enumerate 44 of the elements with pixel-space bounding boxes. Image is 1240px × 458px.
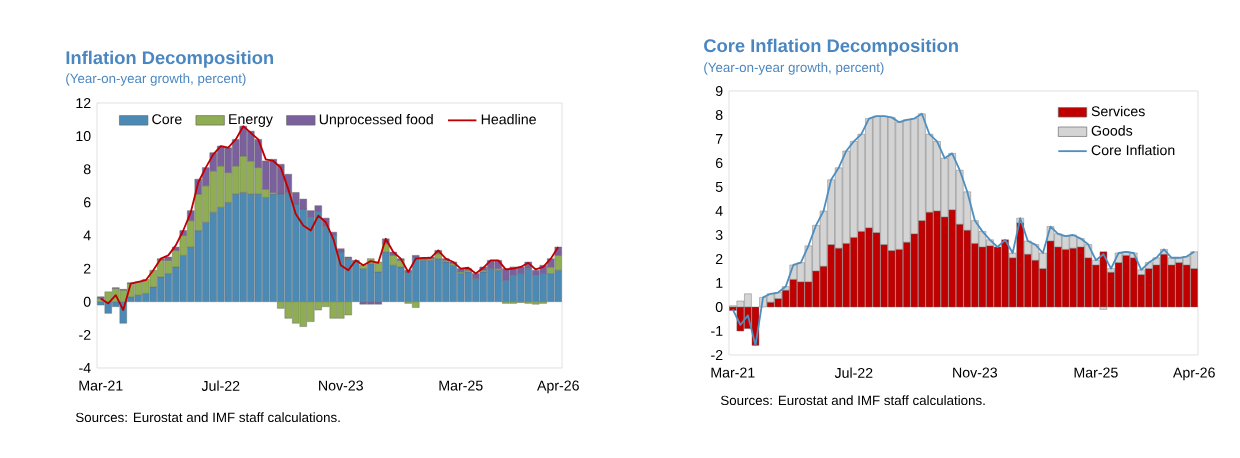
x-tick-label: Nov-23 xyxy=(953,367,998,378)
y-tick-label: 10 xyxy=(76,131,91,142)
y-tick-label: 7 xyxy=(715,134,723,144)
legend-label: Headline xyxy=(481,113,536,125)
chart-subtitle: (Year-on-year growth, percent) xyxy=(704,62,884,75)
legend-label: Goods xyxy=(1091,125,1133,136)
y-tick-label: 0 xyxy=(715,301,723,312)
source-note: Sources: Eurostat and IMF staff calculations. xyxy=(75,412,340,423)
y-tick-label: -2 xyxy=(79,329,91,340)
x-tick-label: Jul-22 xyxy=(201,380,240,391)
y-tick-label: 5 xyxy=(715,182,723,192)
legend-label: Unprocessed food xyxy=(319,113,433,128)
source-note: Sources: Eurostat and IMF staff calculations. xyxy=(720,395,985,406)
y-tick-label: 8 xyxy=(83,164,91,175)
y-tick-label: 9 xyxy=(715,85,723,96)
y-tick-label: -1 xyxy=(711,326,723,336)
y-tick-label: 2 xyxy=(715,254,723,264)
y-tick-label: 1 xyxy=(716,278,723,288)
x-tick-label: Mar-21 xyxy=(79,380,123,391)
x-tick-label: Mar-25 xyxy=(439,380,483,391)
x-tick-label: Mar-25 xyxy=(1074,367,1118,378)
y-tick-label: 4 xyxy=(83,230,91,241)
chart-subtitle: (Year-on-year growth, percent) xyxy=(66,73,246,86)
y-tick-label: 3 xyxy=(715,229,723,240)
x-tick-label: Mar-21 xyxy=(711,367,755,378)
legend-label: Services xyxy=(1091,105,1145,117)
y-tick-label: 4 xyxy=(715,206,723,216)
y-tick-label: 8 xyxy=(715,109,723,120)
x-tick-label: Jul-22 xyxy=(834,367,873,378)
chart-title: Inflation Decomposition xyxy=(66,50,273,68)
y-tick-label: 0 xyxy=(83,296,91,307)
x-tick-label: Nov-23 xyxy=(319,380,363,391)
y-tick-label: 6 xyxy=(715,157,723,168)
x-tick-label: Apr-26 xyxy=(537,380,579,394)
y-tick-label: -4 xyxy=(79,363,91,373)
y-tick-label: -2 xyxy=(711,350,723,360)
y-tick-label: 2 xyxy=(83,263,91,274)
y-tick-label: 12 xyxy=(76,98,91,108)
legend-label: Energy xyxy=(229,114,273,127)
legend-label: Core Inflation xyxy=(1091,144,1175,156)
x-tick-label: Apr-26 xyxy=(1172,367,1215,381)
chart-title: Core Inflation Decomposition xyxy=(704,38,958,56)
y-tick-label: 6 xyxy=(83,197,91,208)
legend-label: Core xyxy=(152,114,182,125)
